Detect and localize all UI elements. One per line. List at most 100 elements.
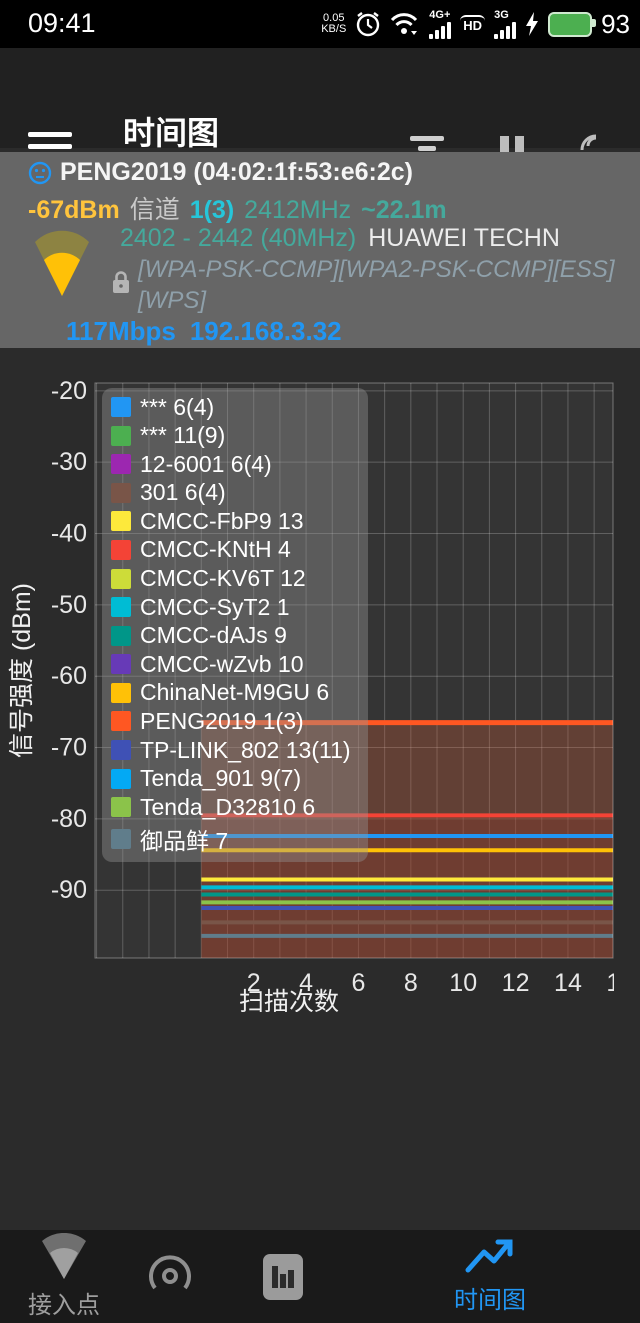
trend-line-icon — [465, 1239, 513, 1273]
legend-item: 御品鲜 7 — [111, 822, 368, 856]
nav-label: 接入点 — [28, 1292, 100, 1319]
signal-bars-icon — [494, 22, 517, 39]
mobile-signal-1: 4G+ — [429, 9, 452, 39]
legend-label: *** 6(4) — [140, 393, 215, 420]
svg-text:-30: -30 — [51, 448, 87, 476]
link-speed: 117Mbps — [66, 316, 176, 346]
band-row: 2402 - 2442 (40MHz) HUAWEI TECHN — [120, 224, 560, 253]
legend-item: Tenda_901 9(7) — [111, 765, 368, 792]
legend-item: 301 6(4) — [111, 479, 368, 506]
legend-swatch — [111, 482, 131, 503]
status-bar: 09:41 0.05 KB/S 4G+ — [0, 0, 640, 48]
legend-swatch — [111, 682, 131, 703]
mobile-signal-2: 3G — [494, 9, 517, 39]
svg-text:14: 14 — [554, 969, 582, 997]
legend-label: CMCC-dAJs 9 — [140, 622, 287, 649]
legend-item: *** 11(9) — [111, 422, 368, 449]
svg-text:-90: -90 — [51, 876, 87, 904]
legend-item: CMCC-wZvb 10 — [111, 651, 368, 678]
time-graph-chart[interactable]: -20 -30 -40 -50 -60 -70 -80 -90 2 4 6 8 10 12 14 16 扫描次数… — [0, 352, 640, 1016]
svg-text:-40: -40 — [51, 520, 87, 548]
legend-label: Tenda_D32810 6 — [140, 793, 316, 820]
svg-text:-60: -60 — [51, 662, 87, 690]
wifi-fan-icon — [35, 230, 89, 296]
svg-text:-80: -80 — [51, 805, 87, 833]
legend-label: CMCC-wZvb 10 — [140, 650, 304, 677]
svg-text:12: 12 — [502, 969, 530, 997]
frequency-value: 2412MHz — [244, 196, 352, 224]
nav-label: 时间图 — [454, 1287, 526, 1314]
legend-item: PENG2019 1(3) — [111, 708, 368, 735]
signal-bars-icon — [429, 22, 452, 39]
svg-text:16: 16 — [606, 969, 634, 997]
net1-label: 4G+ — [429, 9, 451, 21]
legend-item: CMCC-KV6T 12 — [111, 565, 368, 592]
legend-label: CMCC-KV6T 12 — [140, 565, 306, 592]
svg-text:-20: -20 — [51, 377, 87, 405]
svg-text:扫描次数: 扫描次数 — [239, 988, 339, 1012]
nav-channel-rating[interactable] — [126, 1230, 214, 1323]
battery-icon — [548, 11, 597, 37]
legend-label: CMCC-FbP9 13 — [140, 507, 304, 534]
legend-swatch — [111, 425, 131, 446]
svg-text:4: 4 — [299, 969, 313, 997]
legend-label: CMCC-KNtH 4 — [140, 536, 291, 563]
channel-bars-icon — [263, 1253, 303, 1300]
lock-icon — [113, 271, 129, 293]
legend-label: 301 6(4) — [140, 479, 226, 506]
svg-text:2: 2 — [247, 969, 261, 997]
band-value: 2402 - 2442 (40MHz) — [120, 224, 357, 252]
channel-label: 信道 — [129, 196, 180, 224]
battery-percent: 93 — [601, 8, 630, 39]
legend-item: Tenda_D32810 6 — [111, 794, 368, 821]
app-header: 时间图 2.4 GHz 5 GHz — [0, 48, 640, 188]
legend-swatch — [111, 511, 131, 532]
rssi-value: -67dBm — [28, 196, 120, 224]
nav-access-points[interactable]: 接入点 — [18, 1230, 110, 1323]
legend-label: TP-LINK_802 13(11) — [140, 736, 351, 763]
pause-icon[interactable] — [497, 134, 527, 166]
ssid-text: PENG2019 (04:02:1f:53:e6:2c) — [60, 158, 413, 186]
smiley-icon — [28, 161, 52, 184]
nav-time-graph[interactable]: 时间图 — [438, 1230, 542, 1323]
link-row: 117Mbps 192.168.3.32 — [66, 316, 342, 347]
legend-swatch — [111, 797, 131, 818]
legend-item: CMCC-SyT2 1 — [111, 594, 368, 621]
connection-info-panel[interactable]: PENG2019 (04:02:1f:53:e6:2c) -67dBm 信道 1… — [0, 152, 640, 348]
svg-text:8: 8 — [404, 969, 418, 997]
charging-bolt-icon — [526, 12, 539, 36]
legend-swatch — [111, 597, 131, 618]
vendor-name: HUAWEI TECHN — [368, 224, 560, 252]
net-speed-value: 0.05 — [323, 12, 345, 24]
legend-item: CMCC-dAJs 9 — [111, 622, 368, 649]
nav-channel-graph[interactable] — [239, 1230, 327, 1323]
legend-swatch — [111, 829, 131, 850]
signal-row: -67dBm 信道 1(3) 2412MHz ~22.1m — [28, 190, 447, 226]
legend-label: CMCC-SyT2 1 — [140, 593, 290, 620]
legend-swatch — [111, 454, 131, 475]
wifi-fan-icon — [42, 1233, 86, 1279]
net2-label: 3G — [494, 9, 509, 21]
legend-label: 12-6001 6(4) — [140, 450, 272, 477]
ssid-row: PENG2019 (04:02:1f:53:e6:2c) — [28, 158, 413, 187]
status-icons: 0.05 KB/S 4G+ HD 3G — [321, 0, 630, 48]
chart-legend: *** 6(4) *** 11(9) 12-6001 6(4) 301 6(4) CMC… — [102, 388, 368, 862]
clock-text: 09:41 — [28, 8, 96, 38]
hd-volte-icon: HD — [460, 15, 486, 33]
legend-item: ChinaNet-M9GU 6 — [111, 679, 368, 706]
security-capabilities: [WPA-PSK-CCMP][WPA2-PSK-CCMP][ESS][WPS] — [138, 256, 615, 314]
legend-item: 12-6001 6(4) — [111, 451, 368, 478]
bottom-nav: 接入点 时间图 — [0, 1230, 640, 1323]
distance-value: ~22.1m — [361, 196, 447, 224]
net-speed: 0.05 KB/S — [321, 13, 346, 35]
legend-swatch — [111, 654, 131, 675]
radar-icon — [149, 1254, 191, 1289]
legend-label: *** 11(9) — [140, 422, 226, 449]
legend-label: PENG2019 1(3) — [140, 707, 304, 734]
legend-label: Tenda_901 9(7) — [140, 765, 302, 792]
legend-swatch — [111, 711, 131, 732]
legend-swatch — [111, 625, 131, 646]
legend-item: *** 6(4) — [111, 394, 368, 421]
svg-text:-70: -70 — [51, 734, 87, 762]
